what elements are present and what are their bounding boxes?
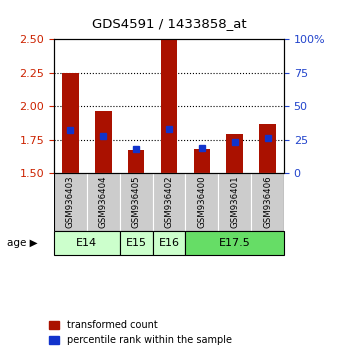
Text: E14: E14 <box>76 238 97 248</box>
Text: E17.5: E17.5 <box>219 238 250 248</box>
Text: GSM936403: GSM936403 <box>66 176 75 228</box>
Bar <box>62 73 79 173</box>
Text: E16: E16 <box>159 238 179 248</box>
Text: GSM936405: GSM936405 <box>132 176 141 228</box>
Text: GSM936404: GSM936404 <box>99 176 108 228</box>
Legend: transformed count, percentile rank within the sample: transformed count, percentile rank withi… <box>45 316 236 349</box>
Bar <box>87 173 120 231</box>
Text: GSM936400: GSM936400 <box>197 176 206 228</box>
Bar <box>186 231 284 255</box>
Bar <box>95 112 112 173</box>
Bar <box>194 149 210 173</box>
Text: age ▶: age ▶ <box>7 238 38 248</box>
Bar <box>218 173 251 231</box>
Bar <box>186 173 218 231</box>
Bar <box>54 231 120 255</box>
Bar <box>120 173 152 231</box>
Bar <box>54 173 87 231</box>
Bar <box>152 231 186 255</box>
Bar <box>251 173 284 231</box>
Bar <box>120 231 152 255</box>
Bar <box>226 134 243 173</box>
Bar <box>161 40 177 173</box>
Text: GSM936406: GSM936406 <box>263 176 272 228</box>
Text: GSM936401: GSM936401 <box>230 176 239 228</box>
Bar <box>259 124 276 173</box>
Text: GDS4591 / 1433858_at: GDS4591 / 1433858_at <box>92 17 246 30</box>
Text: E15: E15 <box>126 238 147 248</box>
Text: GSM936402: GSM936402 <box>165 176 173 228</box>
Bar <box>152 173 186 231</box>
Bar <box>128 150 144 173</box>
